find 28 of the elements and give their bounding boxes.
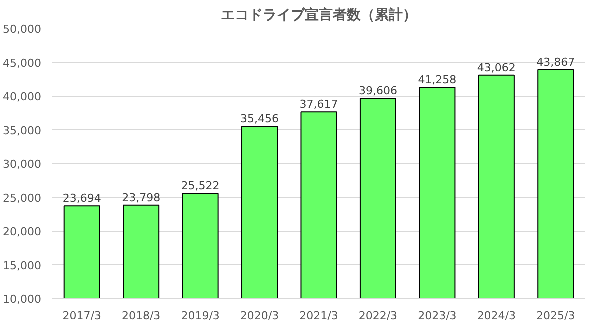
data-label: 35,456 (240, 112, 280, 126)
y-tick-label: 20,000 (3, 226, 42, 238)
x-tick-label: 2025/3 (536, 310, 576, 322)
x-tick-label: 2023/3 (418, 310, 457, 322)
data-label: 43,062 (477, 61, 516, 74)
y-tick-label: 15,000 (3, 259, 42, 272)
data-label: 43,867 (536, 56, 576, 69)
x-tick-label: 2019/3 (181, 310, 220, 322)
y-tick-label: 45,000 (3, 56, 42, 70)
y-tick-label: 30,000 (3, 158, 42, 171)
data-label: 23,694 (62, 192, 102, 206)
y-tick-label: 25,000 (3, 192, 42, 205)
data-label: 23,798 (122, 191, 161, 204)
x-tick-label: 2020/3 (240, 310, 280, 322)
x-tick-label: 2017/3 (62, 310, 102, 322)
y-tick-label: 40,000 (3, 90, 42, 104)
y-tick-label: 35,000 (3, 124, 42, 138)
chart-title: エコドライブ宣言者数（累計） (221, 6, 417, 24)
y-tick-label: 50,000 (3, 23, 42, 36)
x-tick-label: 2022/3 (358, 310, 398, 322)
data-label: 41,258 (418, 74, 457, 87)
x-tick-label: 2018/3 (122, 310, 161, 322)
data-label: 39,606 (358, 84, 398, 98)
data-label: 37,617 (300, 98, 338, 112)
y-tick-label: 10,000 (3, 293, 42, 306)
x-tick-label: 2024/3 (477, 310, 516, 322)
data-label: 25,522 (181, 180, 220, 193)
x-tick-label: 2021/3 (300, 310, 338, 322)
